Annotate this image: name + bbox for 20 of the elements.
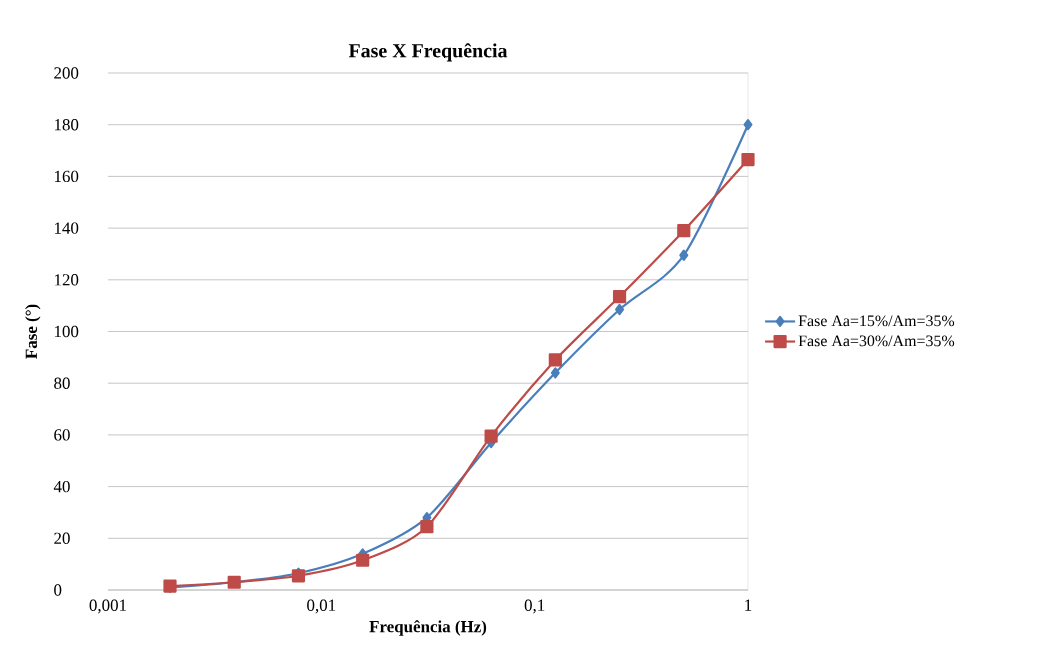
x-tick-label: 1 bbox=[745, 599, 752, 611]
chart-title: Fase X Frequência bbox=[348, 43, 508, 62]
y-tick-label: 100 bbox=[54, 325, 79, 338]
x-axis-title: Frequência (Hz) bbox=[369, 620, 487, 636]
y-tick-label: 120 bbox=[54, 274, 79, 286]
x-tick-label: 0,01 bbox=[307, 599, 336, 614]
y-tick-label: 200 bbox=[54, 67, 79, 79]
legend-label: Fase Aa=30%/Am=35% bbox=[798, 335, 955, 347]
x-tick-label: 0,001 bbox=[89, 599, 127, 614]
y-tick-label: 180 bbox=[54, 118, 79, 131]
y-tick-label: 0 bbox=[54, 584, 62, 596]
y-tick-label: 40 bbox=[53, 480, 70, 493]
y-tick-label: 80 bbox=[54, 377, 70, 389]
x-tick-label: 0,1 bbox=[524, 599, 545, 614]
y-tick-label: 20 bbox=[54, 532, 70, 545]
y-tick-label: 160 bbox=[54, 170, 79, 183]
y-tick-label: 60 bbox=[54, 429, 70, 441]
y-axis-title: Fase (°) bbox=[25, 304, 41, 359]
y-tick-label: 140 bbox=[54, 222, 79, 234]
legend-label: Fase Aa=15%/Am=35% bbox=[798, 315, 955, 327]
